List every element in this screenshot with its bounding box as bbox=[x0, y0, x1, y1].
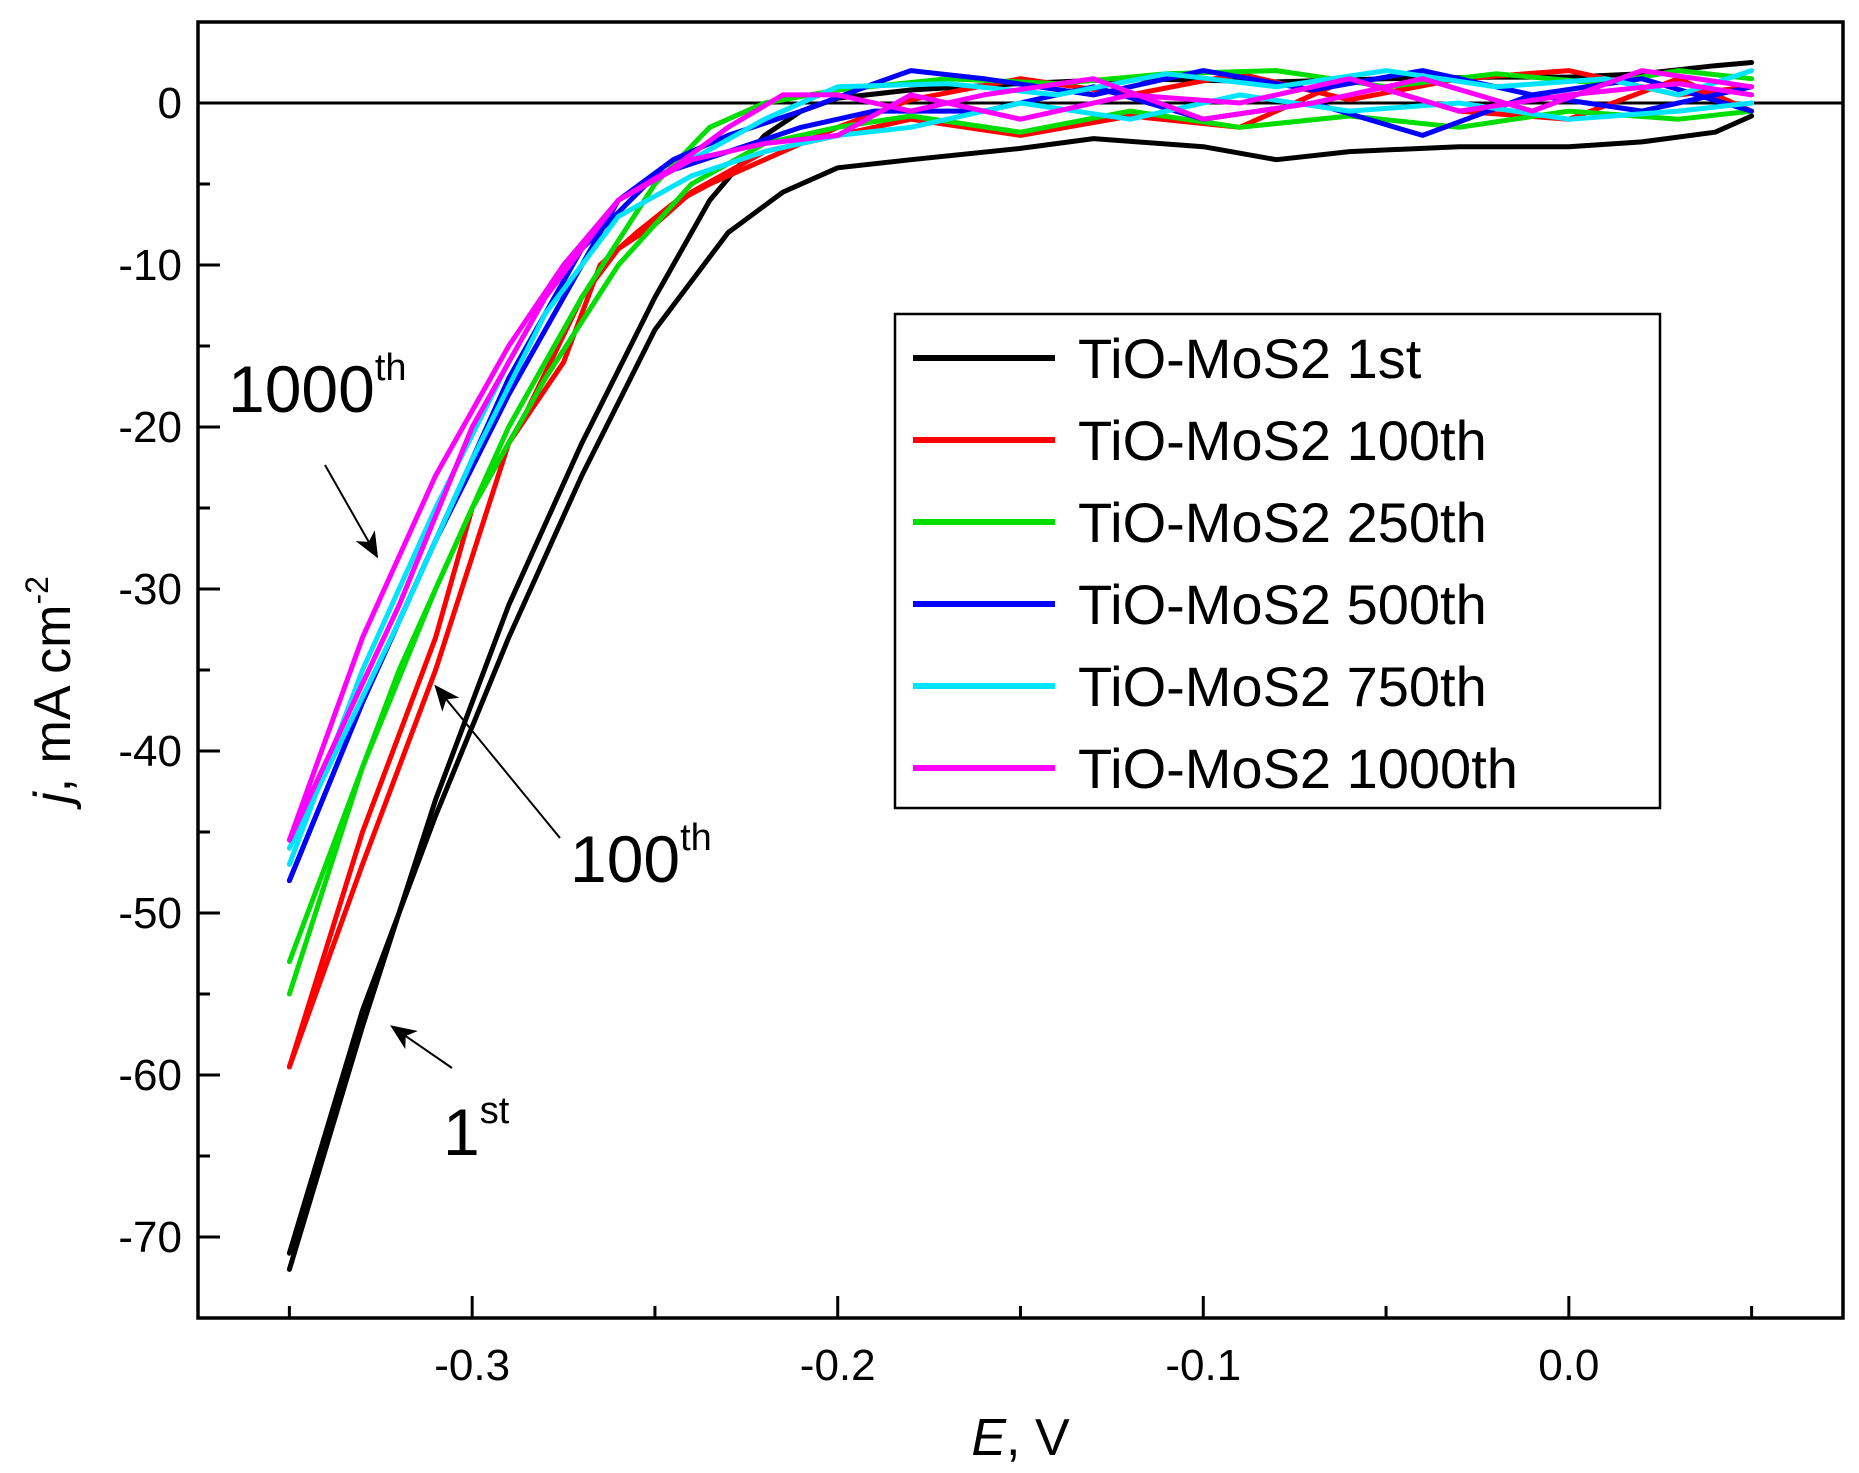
x-tick-label: -0.3 bbox=[434, 1341, 510, 1390]
x-tick-label: -0.2 bbox=[800, 1341, 876, 1390]
series-tio-mos2-1000th-reverse-sweep bbox=[286, 76, 1755, 843]
y-axis-symbol: j bbox=[24, 791, 82, 810]
x-axis-symbol: E bbox=[971, 1409, 1007, 1467]
annotation-sup: th bbox=[680, 817, 712, 859]
legend-box bbox=[893, 312, 1662, 810]
legend-label: TiO-MoS2 1000th bbox=[1078, 737, 1518, 800]
annotation-label: 1000th bbox=[228, 347, 407, 426]
y-tick-label: -50 bbox=[118, 889, 182, 938]
x-axis-ticks: -0.3 -0.2 -0.1 0.0 bbox=[287, 1296, 1754, 1390]
series-tio-mos2-1st-reverse-sweep bbox=[286, 113, 1755, 1256]
annotation-label: 100th bbox=[570, 817, 712, 896]
plot-frame bbox=[196, 20, 1845, 1320]
series-tio-mos2-250th-reverse-sweep bbox=[286, 108, 1755, 965]
y-axis-exponent: -2 bbox=[19, 576, 55, 604]
y-tick-label: -60 bbox=[118, 1051, 182, 1100]
y-tick-label: -70 bbox=[118, 1213, 182, 1262]
y-tick-label: -40 bbox=[118, 727, 182, 776]
y-tick-label: -30 bbox=[118, 565, 182, 614]
legend-label: TiO-MoS2 100th bbox=[1078, 409, 1487, 472]
annotation-base: 1000 bbox=[228, 352, 375, 426]
annotation-base: 100 bbox=[570, 822, 680, 896]
y-tick-label: 0 bbox=[158, 79, 182, 128]
series-layer bbox=[286, 60, 1755, 1272]
legend-label: TiO-MoS2 750th bbox=[1078, 655, 1487, 718]
annotation-sup: th bbox=[375, 347, 407, 389]
annotation-arrow bbox=[324, 464, 379, 559]
legend-label: TiO-MoS2 500th bbox=[1078, 573, 1487, 636]
x-axis-unit: , V bbox=[1006, 1409, 1070, 1467]
legend: TiO-MoS2 1st TiO-MoS2 100th TiO-MoS2 250th… bbox=[893, 312, 1662, 810]
x-tick-label: -0.1 bbox=[1165, 1341, 1241, 1390]
annotation-arrow bbox=[434, 684, 561, 839]
series-tio-mos2-750th-reverse-sweep bbox=[286, 92, 1755, 851]
x-tick-label: 0.0 bbox=[1538, 1341, 1599, 1390]
y-axis-unit: , mA cm bbox=[24, 605, 82, 793]
annotation-base: 1 bbox=[443, 1095, 480, 1169]
x-axis-title: E, V bbox=[971, 1409, 1070, 1467]
y-tick-label: -20 bbox=[118, 403, 182, 452]
annotation-label: 1st bbox=[443, 1090, 510, 1169]
series-tio-mos2-1000th-forward-sweep bbox=[286, 68, 1755, 843]
annotation-sup: st bbox=[480, 1090, 510, 1132]
legend-label: TiO-MoS2 1st bbox=[1078, 327, 1422, 390]
y-tick-label: -10 bbox=[118, 241, 182, 290]
y-axis-ticks: 0 -10 -20 -30 -40 -50 -60 -70 bbox=[118, 20, 220, 1320]
annotation-arrow bbox=[390, 1025, 453, 1069]
series-tio-mos2-100th-forward-sweep bbox=[286, 68, 1755, 1070]
y-axis-title: j, mA cm-2 bbox=[19, 576, 82, 810]
legend-label: TiO-MoS2 250th bbox=[1078, 491, 1487, 554]
legend-items: TiO-MoS2 1st TiO-MoS2 100th TiO-MoS2 250th… bbox=[913, 327, 1518, 800]
